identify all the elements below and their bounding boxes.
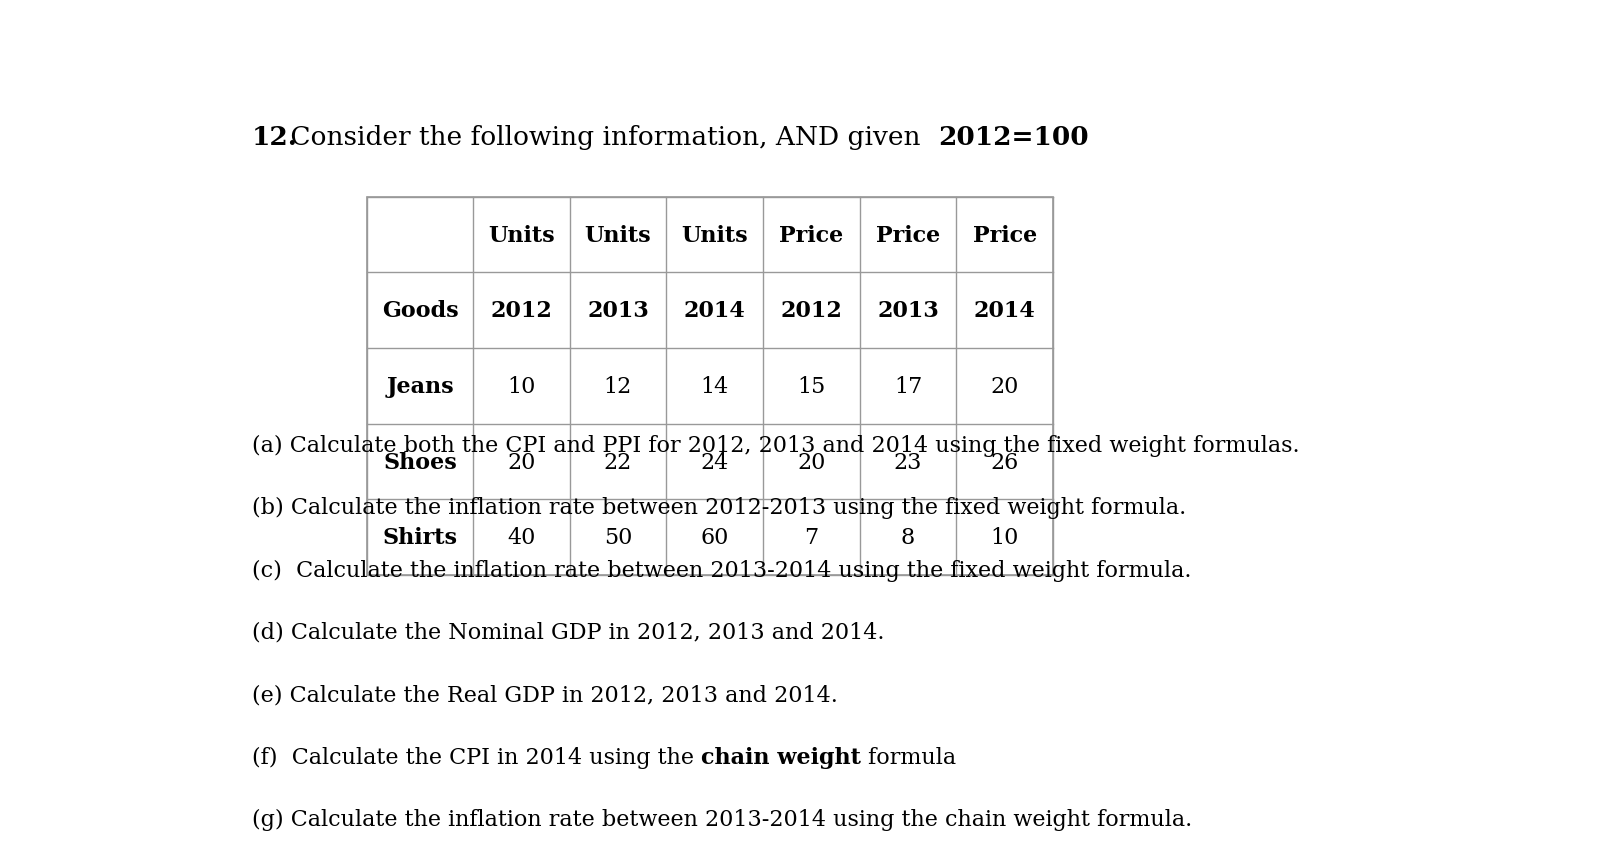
Text: (e) Calculate the Real GDP in 2012, 2013 and 2014.: (e) Calculate the Real GDP in 2012, 2013… <box>253 683 838 705</box>
Text: Shirts: Shirts <box>382 526 458 548</box>
Text: 50: 50 <box>603 526 632 548</box>
Text: 2013: 2013 <box>877 300 939 322</box>
Text: 20: 20 <box>797 451 826 473</box>
Text: 10: 10 <box>990 526 1019 548</box>
Bar <box>368 198 1053 575</box>
Text: 17: 17 <box>894 375 922 397</box>
Text: Price: Price <box>973 224 1037 247</box>
Text: Jeans: Jeans <box>386 375 454 397</box>
Text: 8: 8 <box>901 526 915 548</box>
Text: (g) Calculate the inflation rate between 2013-2014 using the: (g) Calculate the inflation rate between… <box>253 809 946 831</box>
Text: 60: 60 <box>701 526 728 548</box>
Text: (a) Calculate both the CPI and PPI for 2012, 2013 and 2014 using the fixed weigh: (a) Calculate both the CPI and PPI for 2… <box>253 434 1299 456</box>
Text: 2012: 2012 <box>781 300 842 322</box>
Text: 2014: 2014 <box>683 300 746 322</box>
Text: (b) Calculate the inflation rate between 2012-2013 using the fixed weight formul: (b) Calculate the inflation rate between… <box>253 496 1186 519</box>
Text: Consider the following information, AND given: Consider the following information, AND … <box>282 125 920 150</box>
Text: 20: 20 <box>507 451 536 473</box>
Text: (f)  Calculate the CPI in 2014 using the: (f) Calculate the CPI in 2014 using the <box>253 746 701 768</box>
Text: 40: 40 <box>507 526 536 548</box>
Text: Goods: Goods <box>382 300 459 322</box>
Text: (c)  Calculate the inflation rate between 2013-2014 using the fixed weight formu: (c) Calculate the inflation rate between… <box>253 559 1192 581</box>
Text: 2013: 2013 <box>587 300 648 322</box>
Text: 12: 12 <box>603 375 632 397</box>
Text: Price: Price <box>875 224 941 247</box>
Text: 23: 23 <box>894 451 922 473</box>
Text: 10: 10 <box>507 375 536 397</box>
Text: chain weight: chain weight <box>701 746 861 768</box>
Text: 20: 20 <box>990 375 1019 397</box>
Text: Price: Price <box>779 224 843 247</box>
Text: formula: formula <box>861 746 957 768</box>
Text: 7: 7 <box>805 526 818 548</box>
Text: 14: 14 <box>701 375 728 397</box>
Text: 2012: 2012 <box>490 300 552 322</box>
Text: Units: Units <box>682 224 747 247</box>
Text: Units: Units <box>584 224 651 247</box>
Text: 12.: 12. <box>253 125 298 150</box>
Text: Units: Units <box>488 224 555 247</box>
Text: 2014: 2014 <box>974 300 1035 322</box>
Text: 2012=100: 2012=100 <box>938 125 1088 150</box>
Text: (d) Calculate the Nominal GDP in 2012, 2013 and 2014.: (d) Calculate the Nominal GDP in 2012, 2… <box>253 621 885 643</box>
Text: chain weight formula.: chain weight formula. <box>946 809 1192 831</box>
Text: 26: 26 <box>990 451 1019 473</box>
Text: 22: 22 <box>603 451 632 473</box>
Text: Shoes: Shoes <box>384 451 458 473</box>
Text: 15: 15 <box>797 375 826 397</box>
Text: 24: 24 <box>701 451 728 473</box>
